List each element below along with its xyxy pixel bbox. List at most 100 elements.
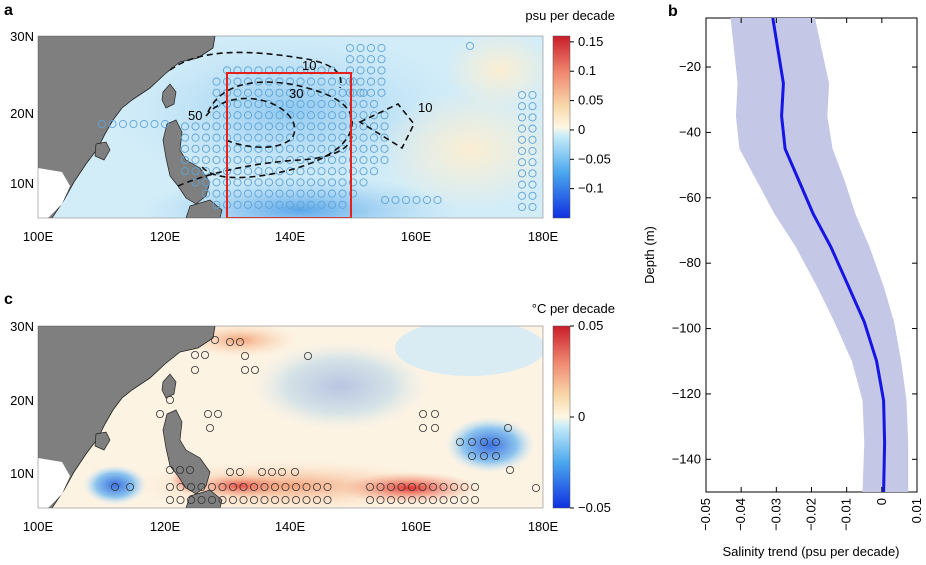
- significance-marker: [296, 77, 305, 86]
- significance-marker: [465, 41, 475, 51]
- significance-marker: [377, 77, 386, 86]
- significance-marker: [505, 465, 514, 474]
- significance-marker: [243, 189, 253, 198]
- significance-marker: [479, 451, 488, 460]
- significance-marker: [327, 144, 337, 153]
- significance-marker: [491, 451, 500, 460]
- significance-marker: [377, 43, 386, 53]
- significance-marker: [275, 111, 284, 120]
- significance-marker: [218, 482, 227, 491]
- significance-marker: [306, 99, 316, 109]
- significance-marker: [250, 365, 259, 374]
- colorbar-c: °C per decade 0.05 0 −0.05: [532, 301, 615, 515]
- ytick-20n-c: 20N: [10, 393, 34, 408]
- significance-marker: [180, 122, 190, 131]
- salinity-neutral-area: [380, 90, 543, 210]
- significance-marker: [175, 465, 184, 474]
- significance-marker: [377, 55, 386, 64]
- significance-marker: [180, 133, 190, 142]
- significance-marker: [479, 437, 488, 446]
- significance-marker: [155, 409, 164, 418]
- significance-marker: [239, 482, 248, 491]
- significance-marker: [517, 202, 527, 212]
- contour-50: [205, 97, 296, 149]
- significance-marker: [218, 495, 227, 504]
- significance-marker: [249, 482, 258, 491]
- significance-marker: [264, 167, 274, 176]
- significance-marker: [260, 482, 269, 491]
- contour-label-10: 10: [302, 58, 316, 73]
- xtick-120e: 120E: [150, 229, 181, 244]
- significance-marker: [212, 111, 221, 120]
- significance-marker: [275, 133, 284, 142]
- significance-marker: [243, 99, 253, 109]
- significance-marker: [317, 88, 326, 97]
- significance-marker: [376, 482, 385, 491]
- significance-marker: [296, 88, 305, 97]
- x-tick-label: −0.05: [698, 498, 713, 531]
- significance-marker: [312, 495, 321, 504]
- significance-marker: [165, 495, 174, 504]
- significance-marker: [306, 167, 316, 176]
- significance-marker: [257, 467, 266, 476]
- significance-marker: [306, 133, 316, 142]
- xtick-120e-c: 120E: [150, 519, 181, 534]
- significance-marker: [348, 111, 358, 120]
- colorbar-a-title: psu per decade: [525, 8, 615, 23]
- y-tick-label: −80: [679, 255, 701, 270]
- xtick-100e: 100E: [23, 229, 54, 244]
- significance-marker: [129, 119, 138, 129]
- significance-marker: [503, 423, 512, 432]
- significance-marker: [517, 191, 527, 200]
- significance-marker: [323, 482, 332, 491]
- xtick-160e-c: 160E: [401, 519, 432, 534]
- x-tick-label: 0.01: [909, 498, 924, 523]
- significance-marker: [275, 122, 284, 131]
- significance-marker: [517, 90, 527, 100]
- significance-marker: [528, 113, 537, 122]
- taiwan-island-c: [161, 373, 177, 399]
- significance-marker: [306, 111, 316, 120]
- significance-marker: [165, 395, 174, 404]
- significance-marker: [397, 495, 406, 504]
- profile-y-axis: −20 −40 −60 −80 −100 −120 −140: [672, 59, 917, 466]
- significance-marker: [418, 482, 427, 491]
- significance-marker: [281, 482, 290, 491]
- xtick-100e-c: 100E: [23, 519, 54, 534]
- panel-a-yaxis: 30N 20N 10N: [10, 29, 34, 191]
- significance-marker: [467, 451, 476, 460]
- significance-marker: [467, 437, 476, 446]
- significance-marker: [317, 144, 326, 153]
- significance-marker: [380, 144, 389, 153]
- significance-marker: [285, 111, 295, 120]
- mean-salinity-trend-line: [771, 17, 887, 493]
- significance-marker: [207, 495, 216, 504]
- significance-marker: [201, 189, 211, 198]
- significance-marker: [470, 482, 479, 491]
- significance-marker: [201, 155, 211, 165]
- significance-marker: [205, 423, 214, 432]
- significance-marker: [366, 66, 376, 75]
- taiwan-island: [161, 83, 177, 109]
- significance-marker: [254, 111, 263, 120]
- significance-marker: [460, 495, 469, 504]
- significance-marker: [296, 144, 305, 153]
- contour-label-50: 50: [188, 108, 202, 123]
- significance-marker: [517, 113, 527, 122]
- x-tick-label: −0.04: [733, 498, 748, 531]
- significance-marker: [201, 167, 211, 176]
- significance-marker: [517, 158, 527, 167]
- colorbar-tick-label: 0.1: [578, 63, 596, 78]
- significance-marker: [369, 144, 379, 153]
- xtick-140e: 140E: [275, 229, 306, 244]
- profile-y-label: Depth (m): [642, 226, 657, 284]
- significance-marker: [317, 167, 326, 176]
- significance-marker: [296, 122, 305, 131]
- y-tick-label: −40: [679, 124, 701, 139]
- philippines-c: [162, 409, 211, 495]
- significance-marker: [359, 99, 368, 109]
- colorbar-tick-label: 0.05: [578, 318, 603, 333]
- significance-marker: [201, 133, 211, 142]
- significance-marker: [270, 495, 279, 504]
- significance-marker: [377, 88, 386, 97]
